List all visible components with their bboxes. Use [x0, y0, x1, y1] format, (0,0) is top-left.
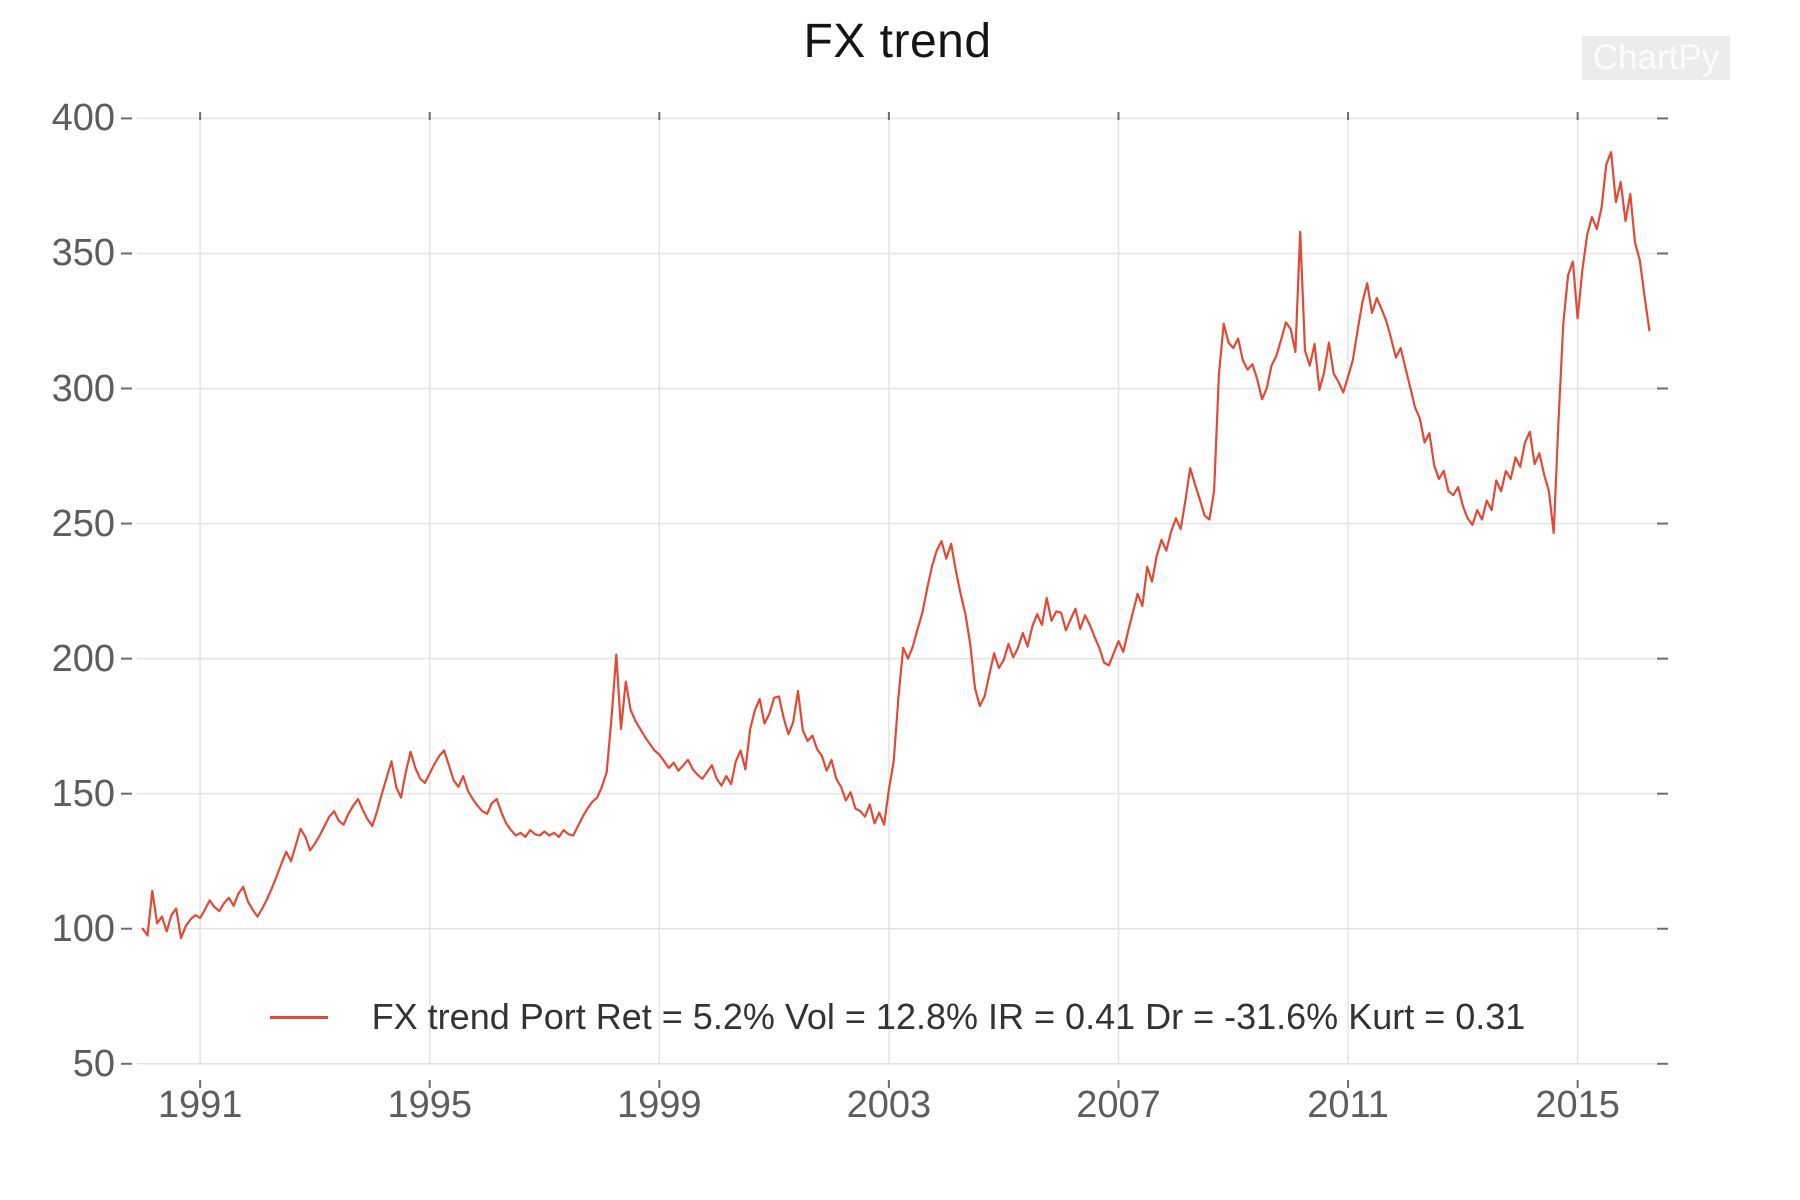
y-tick-label: 300 [51, 367, 115, 410]
y-tick-label: 250 [51, 502, 115, 545]
legend: FX trend Port Ret = 5.2% Vol = 12.8% IR … [137, 994, 1658, 1040]
x-tick-label: 1999 [617, 1084, 702, 1126]
y-tick-label: 50 [72, 1042, 115, 1085]
chart-title: FX trend [803, 15, 992, 68]
y-tick-label: 350 [51, 232, 115, 275]
y-tick-label: 200 [51, 637, 115, 680]
x-tick-label: 1995 [387, 1084, 472, 1126]
x-tick-label: 2015 [1535, 1084, 1620, 1126]
y-tick-label: 150 [51, 772, 115, 815]
fx-trend-line [141, 151, 1651, 940]
x-tick-label: 2003 [846, 1084, 932, 1126]
legend-label: FX trend Port Ret = 5.2% Vol = 12.8% IR … [371, 996, 1526, 1037]
y-tick-label: 100 [51, 907, 115, 950]
y-tick-label: 400 [51, 97, 115, 140]
x-tick-label: 1991 [157, 1084, 243, 1126]
x-tick-label: 2011 [1307, 1084, 1389, 1126]
x-tick-label: 2007 [1076, 1084, 1161, 1126]
chartpy-watermark: ChartPy [1582, 36, 1730, 80]
legend-line-swatch [269, 1015, 328, 1019]
